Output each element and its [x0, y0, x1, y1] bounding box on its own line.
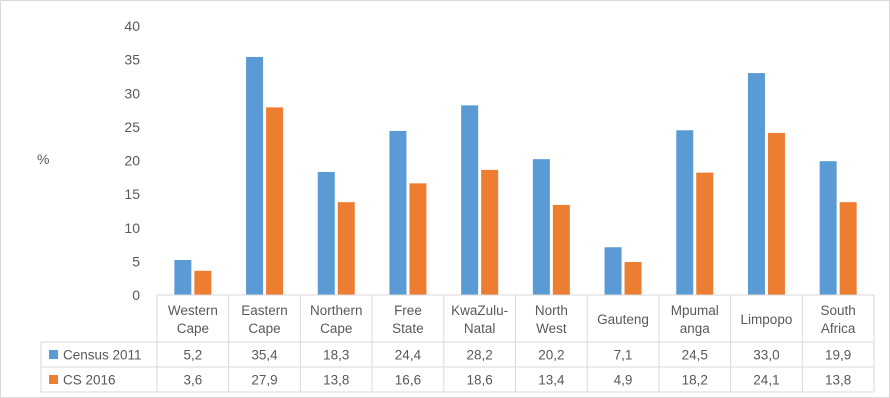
bar-census-2011 [676, 130, 694, 295]
data-label: 16,6 [395, 373, 421, 388]
bar-cs-2016 [481, 169, 499, 295]
bar-census-2011 [532, 159, 550, 295]
bar-census-2011 [461, 105, 479, 295]
bar-cs-2016 [624, 262, 642, 295]
category-label: Limpopo [741, 312, 793, 327]
data-label: 24,4 [395, 348, 422, 363]
legend-swatch [49, 375, 58, 384]
y-tick-label: 0 [132, 287, 140, 303]
data-label: 13,8 [825, 373, 851, 388]
bar-census-2011 [389, 130, 407, 295]
category-label: Free [394, 303, 422, 318]
category-label: anga [680, 321, 711, 336]
data-label: 20,2 [538, 348, 564, 363]
bar-census-2011 [174, 260, 192, 295]
bar-census-2011 [246, 56, 264, 296]
y-tick-label: 10 [124, 220, 140, 236]
data-label: 13,4 [538, 373, 565, 388]
category-label: Western [168, 303, 218, 318]
data-label: 18,6 [467, 373, 493, 388]
y-tick-label: 30 [124, 85, 140, 101]
y-axis: 0 5 10 15 20 25 30 35 40 [124, 18, 140, 303]
category-label: North [535, 303, 568, 318]
data-label: 33,0 [753, 348, 779, 363]
data-label: 18,2 [682, 373, 708, 388]
bar-cs-2016 [409, 183, 427, 295]
y-tick-label: 35 [124, 52, 140, 68]
y-tick-label: 40 [124, 18, 140, 34]
category-label: KwaZulu- [451, 303, 508, 318]
data-label: 19,9 [825, 348, 851, 363]
category-label: Mpumal [671, 303, 719, 318]
legend-label: CS 2016 [63, 373, 116, 388]
bar-cs-2016 [337, 202, 355, 295]
data-label: 7,1 [614, 348, 633, 363]
legend-label: Census 2011 [63, 348, 142, 363]
category-label: Gauteng [597, 312, 649, 327]
data-label: 28,2 [467, 348, 493, 363]
category-label: State [392, 321, 424, 336]
y-tick-label: 25 [124, 119, 140, 135]
bar-cs-2016 [767, 132, 785, 295]
bar-cs-2016 [696, 172, 714, 295]
category-label: Cape [248, 321, 280, 336]
bar-cs-2016 [194, 270, 212, 295]
bar-cs-2016 [266, 107, 284, 295]
data-label: 5,2 [183, 348, 202, 363]
bar-census-2011 [317, 171, 335, 295]
bars [174, 56, 857, 296]
data-label: 13,8 [323, 373, 349, 388]
category-label: Africa [821, 321, 856, 336]
category-label: Natal [464, 321, 496, 336]
data-table: Western Cape Eastern Cape Northern Cape Free St… [40, 294, 875, 393]
data-label: 27,9 [251, 373, 277, 388]
bar-cs-2016 [839, 202, 857, 295]
bar-cs-2016 [552, 204, 570, 295]
category-label: Cape [177, 321, 209, 336]
category-label: Northern [310, 303, 363, 318]
data-label: 35,4 [251, 348, 278, 363]
category-label: Eastern [241, 303, 288, 318]
y-axis-label: % [37, 151, 49, 167]
data-label: 24,5 [682, 348, 708, 363]
y-tick-label: 20 [124, 153, 140, 169]
category-label: Cape [320, 321, 352, 336]
data-label: 24,1 [753, 373, 779, 388]
category-label: West [536, 321, 567, 336]
bar-census-2011 [819, 161, 837, 295]
data-label: 3,6 [183, 373, 202, 388]
data-label: 18,3 [323, 348, 349, 363]
data-label: 4,9 [614, 373, 633, 388]
legend-swatch [49, 350, 58, 359]
y-tick-label: 5 [132, 253, 140, 269]
category-label: South [821, 303, 856, 318]
bar-census-2011 [604, 247, 622, 295]
bar-census-2011 [747, 73, 765, 295]
y-tick-label: 15 [124, 186, 140, 202]
